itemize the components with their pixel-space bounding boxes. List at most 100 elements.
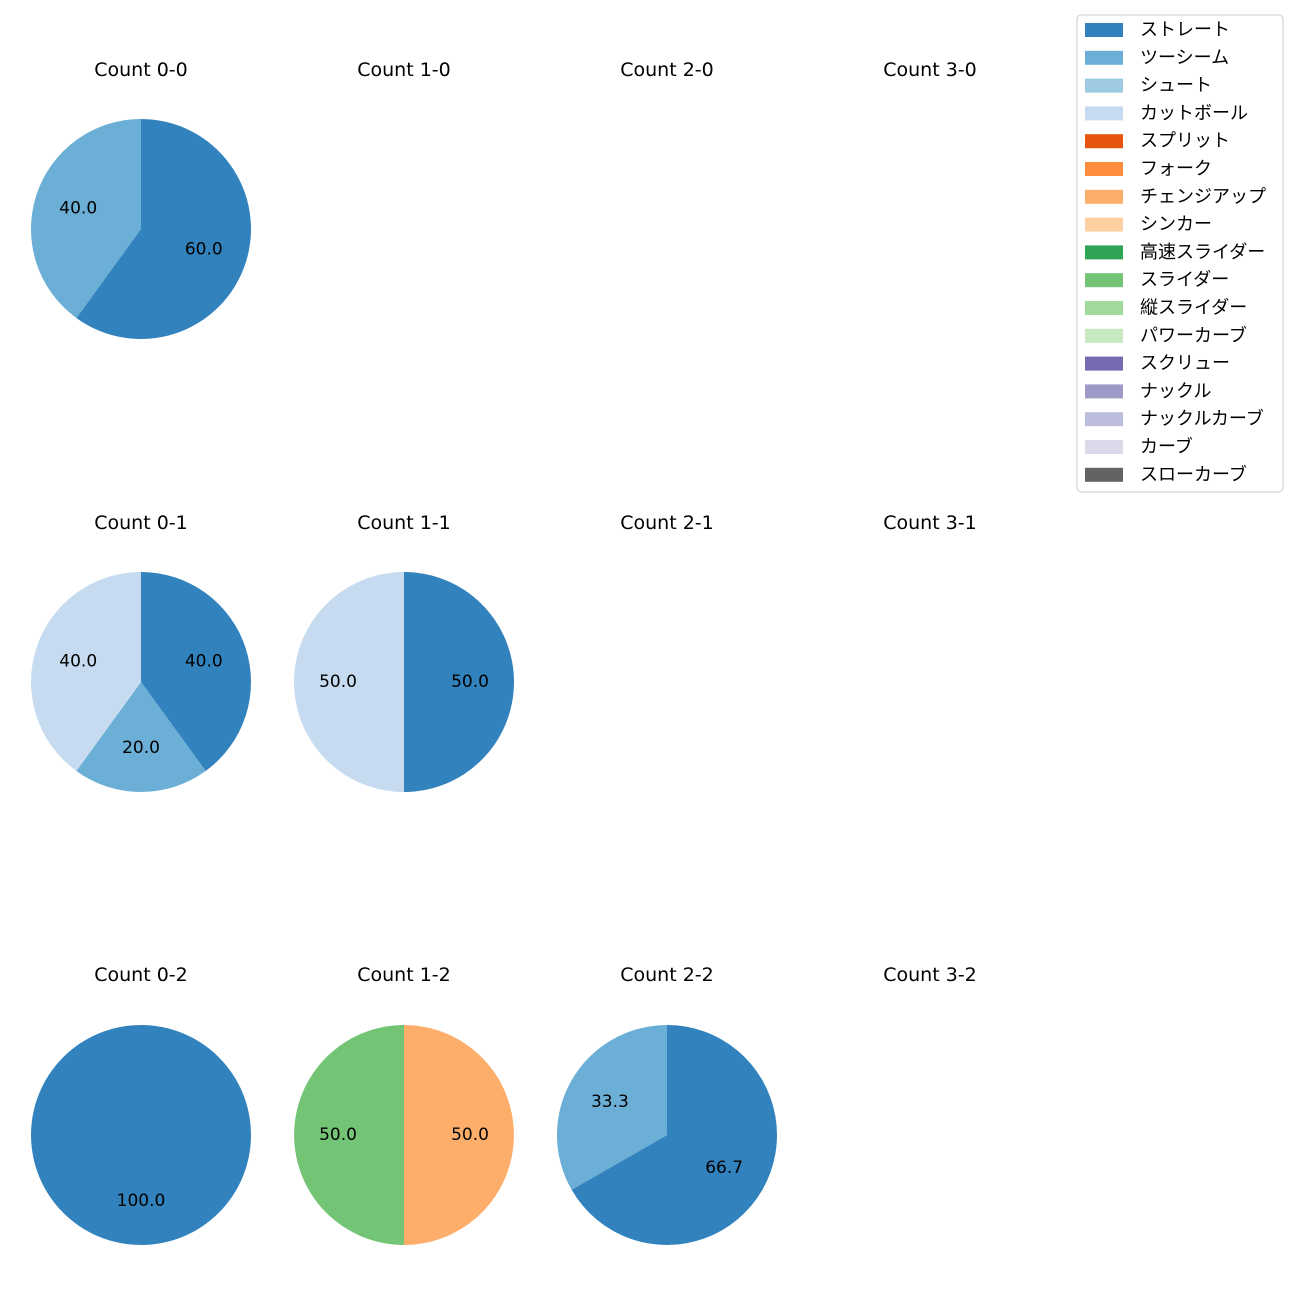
legend: ストレートツーシームシュートカットボールスプリットフォークチェンジアップシンカー…	[1076, 14, 1284, 493]
legend-item: シンカー	[1085, 214, 1212, 235]
legend-swatch	[1085, 301, 1123, 315]
panel-title: Count 0-0	[94, 59, 188, 81]
legend-label: チェンジアップ	[1140, 186, 1266, 207]
pie-slice	[556, 1025, 667, 1190]
legend-swatch	[1085, 384, 1123, 399]
pie-slice	[76, 682, 206, 792]
legend-swatch	[1085, 467, 1123, 482]
legend-swatch	[1085, 245, 1123, 260]
legend-item: 高速スライダー	[1085, 242, 1265, 263]
legend-label: カットボール	[1140, 103, 1248, 124]
pie-panel: Count 2-2 66.7 33.3	[556, 964, 777, 1245]
pie-panel: Count 3-1	[883, 512, 977, 534]
legend-item: スローカーブ	[1085, 463, 1247, 485]
legend-item: チェンジアップ	[1085, 186, 1266, 207]
legend-item: 縦スライダー	[1085, 298, 1247, 319]
panel-title: Count 3-1	[883, 512, 977, 534]
legend-label: フォーク	[1140, 159, 1212, 180]
pie-slice	[76, 119, 251, 339]
pie-panel: Count 0-1 40.0 20.0 40.0	[30, 512, 252, 792]
legend-item: カーブ	[1085, 436, 1193, 458]
legend-item: スクリュー	[1085, 353, 1230, 374]
legend-item: ストレート	[1085, 20, 1230, 41]
slice-label: 20.0	[122, 738, 160, 758]
legend-swatch	[1085, 162, 1123, 176]
pie-panel: Count 1-2 50.0 50.0	[294, 964, 514, 1245]
slice-label: 50.0	[319, 672, 357, 692]
legend-label: シンカー	[1140, 214, 1212, 235]
pie-panel: Count 2-0	[620, 59, 714, 81]
pie-panel: Count 0-2 100.0	[31, 964, 251, 1245]
pie-panel: Count 1-1 50.0 50.0	[294, 512, 514, 792]
panel-title: Count 1-0	[357, 59, 451, 81]
pie-slice	[571, 1025, 777, 1245]
slice-label: 40.0	[185, 652, 223, 672]
pie-slice	[294, 572, 404, 792]
legend-label: スクリュー	[1140, 353, 1230, 374]
slice-label: 60.0	[185, 239, 223, 259]
pie-panel: Count 2-1	[620, 512, 714, 534]
panel-title: Count 1-2	[357, 964, 451, 986]
legend-item: シュート	[1085, 75, 1212, 96]
legend-frame	[1076, 14, 1284, 493]
slice-label: 50.0	[451, 1125, 489, 1145]
legend-swatch	[1085, 50, 1123, 65]
pie-slice	[294, 1025, 404, 1245]
pie-slice	[31, 1025, 251, 1245]
legend-label: スローカーブ	[1140, 463, 1247, 485]
legend-swatch	[1085, 106, 1123, 121]
slice-label: 100.0	[117, 1191, 166, 1211]
legend-label: スプリット	[1140, 131, 1230, 152]
pie-panel: Count 3-2	[883, 964, 977, 986]
pie-slice	[141, 572, 252, 771]
legend-item: カットボール	[1085, 103, 1248, 124]
legend-swatch	[1085, 412, 1123, 427]
legend-swatch	[1085, 134, 1123, 149]
legend-label: ナックル	[1140, 381, 1211, 402]
slice-label: 66.7	[705, 1158, 743, 1178]
legend-label: シュート	[1140, 75, 1212, 96]
legend-swatch	[1085, 356, 1123, 371]
legend-swatch	[1085, 78, 1123, 93]
legend-label: スライダー	[1140, 270, 1229, 291]
slice-label: 50.0	[451, 672, 489, 692]
panel-title: Count 0-2	[94, 964, 188, 986]
panels: Count 0-0 60.0 40.0 Count 1-0 Count 2-0 Count…	[30, 59, 977, 1245]
slice-label: 33.3	[591, 1092, 629, 1112]
slice-label: 40.0	[59, 652, 97, 672]
legend-swatch	[1085, 328, 1123, 343]
legend-label: パワーカーブ	[1140, 324, 1247, 346]
panel-title: Count 2-0	[620, 59, 714, 81]
legend-item: スライダー	[1085, 270, 1229, 291]
panel-title: Count 2-1	[620, 512, 714, 534]
legend-item: フォーク	[1085, 159, 1212, 180]
panel-title: Count 2-2	[620, 964, 714, 986]
legend-item: ナックルカーブ	[1085, 408, 1264, 430]
legend-item: ナックル	[1085, 381, 1211, 402]
pie-panel: Count 1-0	[357, 59, 451, 81]
legend-label: ストレート	[1140, 20, 1230, 41]
legend-label: 高速スライダー	[1140, 242, 1265, 263]
pie-panel: Count 3-0	[883, 59, 977, 81]
legend-item: スプリット	[1085, 131, 1230, 152]
panel-title: Count 3-0	[883, 59, 977, 81]
panel-title: Count 1-1	[357, 512, 451, 534]
legend-swatch	[1085, 440, 1123, 454]
panel-title: Count 3-2	[883, 964, 977, 986]
legend-label: 縦スライダー	[1140, 298, 1247, 319]
legend-item: ツーシーム	[1085, 47, 1229, 68]
legend-swatch	[1085, 273, 1123, 288]
panel-title: Count 0-1	[94, 512, 188, 534]
pie-panel: Count 0-0 60.0 40.0	[30, 59, 251, 339]
legend-items: ストレートツーシームシュートカットボールスプリットフォークチェンジアップシンカー…	[1085, 20, 1266, 485]
legend-item: パワーカーブ	[1085, 324, 1247, 346]
pie-slice	[30, 572, 141, 771]
legend-label: ナックルカーブ	[1140, 408, 1264, 430]
pie-slice	[404, 572, 514, 792]
pie-slice	[404, 1025, 514, 1245]
legend-swatch	[1085, 217, 1123, 232]
legend-swatch	[1085, 23, 1123, 37]
legend-swatch	[1085, 189, 1123, 204]
slice-label: 40.0	[59, 199, 97, 219]
